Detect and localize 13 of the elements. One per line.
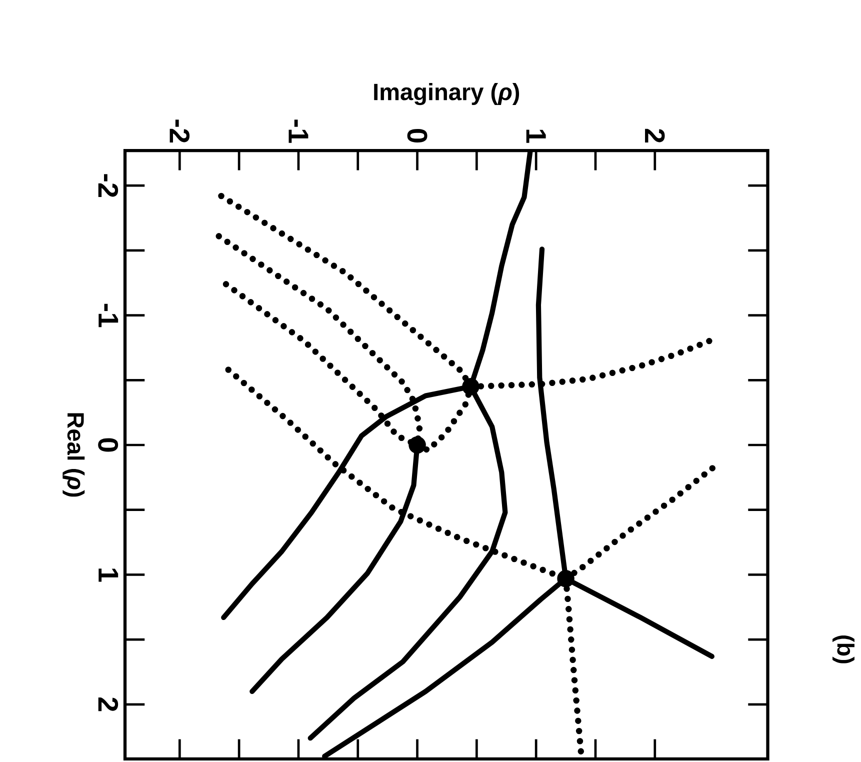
x-tick-label: -2 [170,120,190,143]
x-tick-label: -1 [288,120,308,143]
y-tick-label: 2 [98,698,118,712]
y-tick-label: 0 [98,438,118,452]
x-tick-label: 1 [526,130,546,143]
text: (b) [832,636,854,664]
x-tick-label: 2 [645,129,665,143]
y-tick-label: -1 [98,304,118,328]
y-axis-title: Real (ρ) [62,413,85,497]
y-tick-label: -2 [98,174,118,198]
x-axis-title: Imaginary (ρ) [374,83,520,106]
y-tick-label: 1 [98,568,118,582]
x-tick-label: 0 [407,129,428,143]
